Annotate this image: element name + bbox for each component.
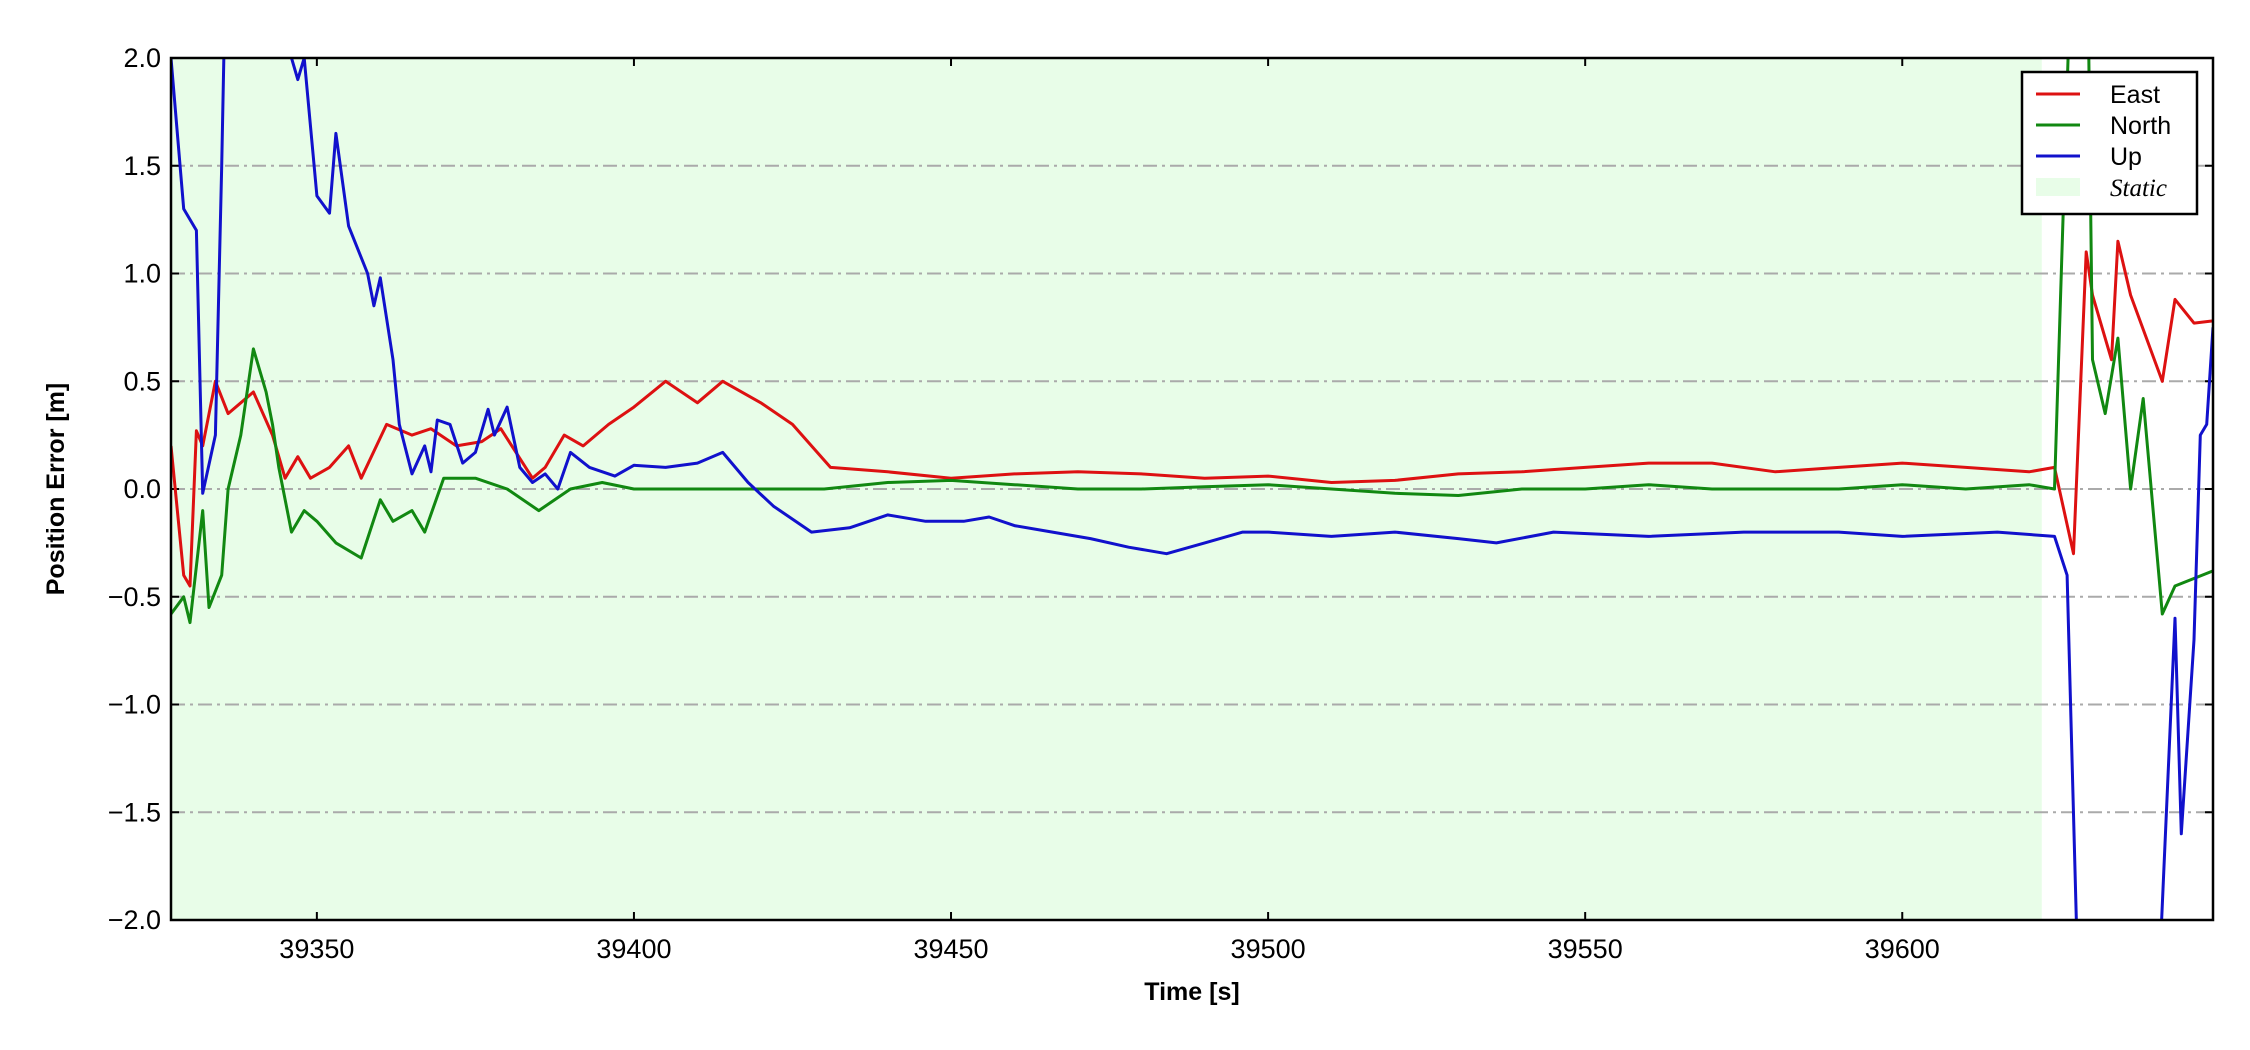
plot-lines xyxy=(171,58,2213,920)
y-tick-label: −1.0 xyxy=(108,690,161,720)
legend-label: North xyxy=(2110,112,2171,140)
y-tick-label: 0.0 xyxy=(123,474,161,504)
y-tick-label: 1.5 xyxy=(123,151,161,181)
y-tick-label: −1.5 xyxy=(108,797,161,827)
legend-label: Up xyxy=(2110,143,2142,171)
legend-label: Static xyxy=(2110,175,2167,202)
legend-label: East xyxy=(2110,81,2160,109)
y-tick-label: 0.5 xyxy=(123,366,161,396)
x-tick-label: 39500 xyxy=(1231,934,1306,964)
x-tick-label: 39350 xyxy=(279,934,354,964)
y-tick-label: 1.0 xyxy=(123,259,161,289)
series-line xyxy=(171,58,2213,625)
x-axis-label: Time [s] xyxy=(1144,978,1239,1006)
y-tick-label: −2.0 xyxy=(108,905,161,935)
x-tick-label: 39450 xyxy=(913,934,988,964)
legend-swatch xyxy=(2036,178,2080,196)
y-axis-label: Position Error [m] xyxy=(42,383,70,596)
y-tick-label: −0.5 xyxy=(108,582,161,612)
x-tick-label: 39400 xyxy=(596,934,671,964)
series-line xyxy=(171,239,2213,588)
y-tick-label: 2.0 xyxy=(123,43,161,73)
series-line xyxy=(171,58,2213,920)
legend-box xyxy=(2020,70,2199,216)
x-tick-label: 39600 xyxy=(1865,934,1940,964)
x-tick-label: 39550 xyxy=(1548,934,1623,964)
plot-frame xyxy=(169,56,2215,922)
